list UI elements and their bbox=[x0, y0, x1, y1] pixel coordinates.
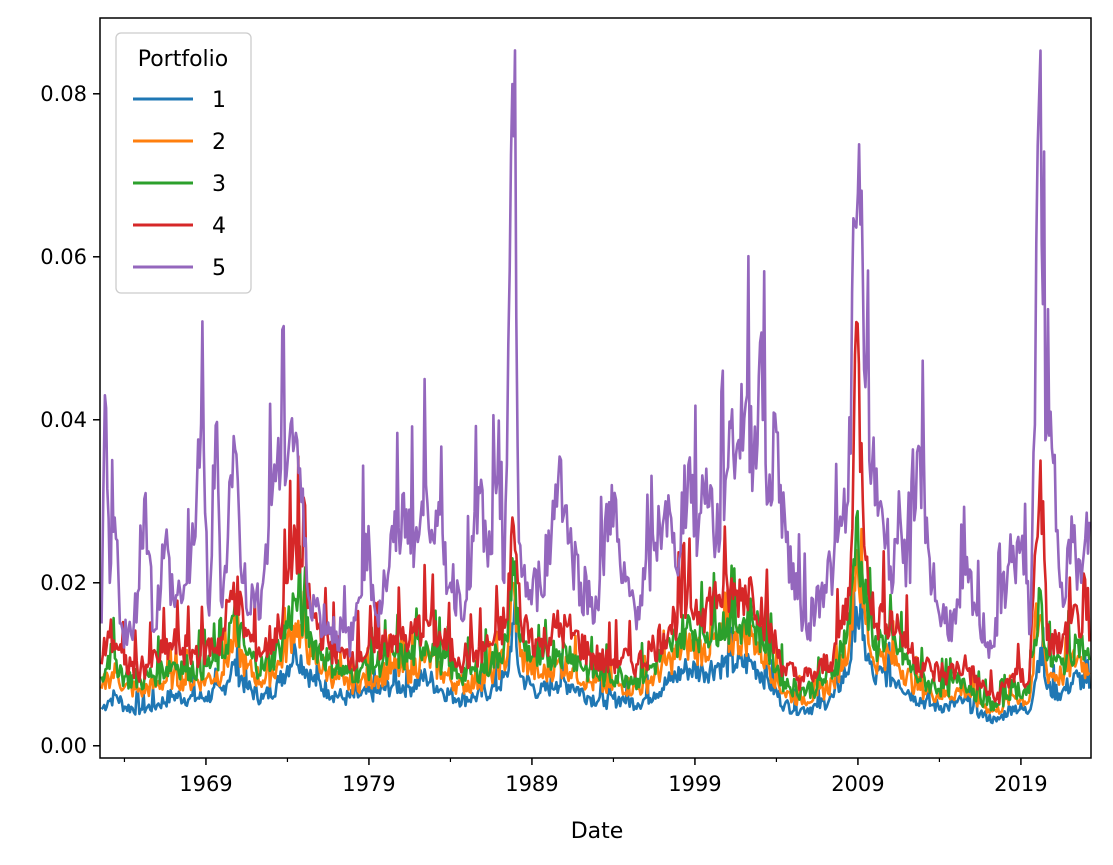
x-tick-label: 1989 bbox=[505, 772, 558, 796]
series-layer bbox=[100, 49, 1091, 725]
x-tick-label: 2019 bbox=[994, 772, 1047, 796]
legend: Portfolio 1 2 3 4 5 bbox=[115, 32, 252, 294]
y-tick-label: 0.02 bbox=[40, 571, 87, 595]
series-line-1 bbox=[100, 576, 1091, 725]
series-line-5 bbox=[100, 49, 1091, 659]
x-tick-label: 2009 bbox=[831, 772, 884, 796]
plot-frame bbox=[99, 17, 1092, 759]
y-axis: 0.00 0.02 0.04 0.06 0.08 bbox=[40, 82, 100, 758]
x-tick-label: 1969 bbox=[179, 772, 232, 796]
legend-label-5: 5 bbox=[212, 256, 226, 281]
legend-label-3: 3 bbox=[212, 172, 226, 197]
x-tick-label: 1999 bbox=[668, 772, 721, 796]
legend-label-4: 4 bbox=[212, 214, 226, 239]
y-tick-label: 0.08 bbox=[40, 82, 87, 106]
x-axis-label: Date bbox=[571, 819, 624, 844]
x-tick-label: 1979 bbox=[342, 772, 395, 796]
legend-box bbox=[115, 32, 252, 294]
x-axis: 1969 1979 1989 1999 2009 2019 bbox=[123, 758, 1048, 796]
legend-title: Portfolio bbox=[138, 47, 229, 72]
y-tick-label: 0.04 bbox=[40, 408, 87, 432]
legend-label-1: 1 bbox=[212, 88, 226, 113]
legend-label-2: 2 bbox=[212, 130, 226, 155]
y-tick-label: 0.00 bbox=[40, 734, 87, 758]
y-tick-label: 0.06 bbox=[40, 245, 87, 269]
series-line-4 bbox=[100, 320, 1091, 705]
